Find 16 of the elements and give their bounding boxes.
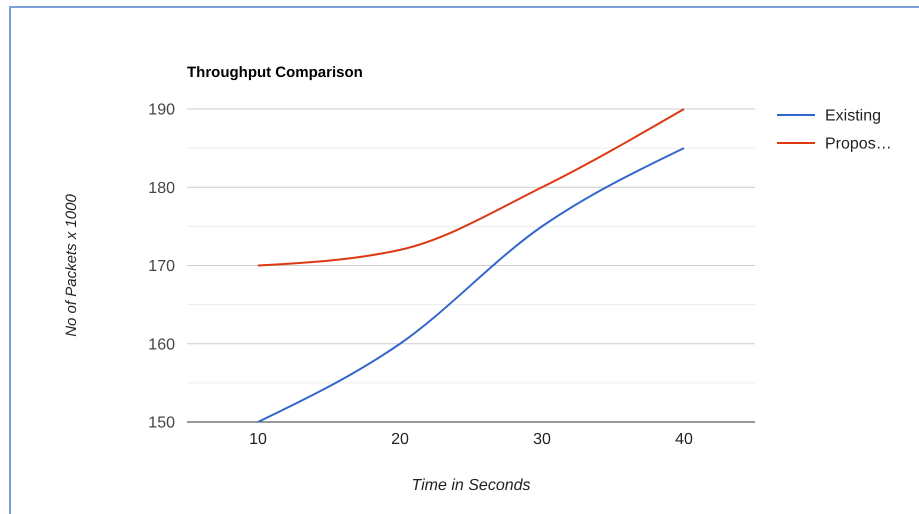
x-tick-label: 10 (249, 431, 267, 448)
legend-label: Propos… (825, 136, 892, 153)
y-axis-title: No of Packets x 1000 (63, 194, 80, 337)
chart-title: Throughput Comparison (187, 64, 363, 81)
line-series (257, 108, 685, 266)
x-tick-label: 30 (533, 431, 551, 448)
y-tick-label: 150 (148, 414, 176, 432)
line-series (257, 147, 685, 423)
y-tick-label: 190 (148, 102, 176, 119)
x-axis-title: Time in Seconds (411, 477, 531, 494)
y-tick-label: 160 (148, 336, 176, 354)
y-tick-label: 170 (148, 258, 176, 276)
x-tick-label: 40 (675, 431, 693, 448)
y-tick-label: 180 (148, 180, 176, 197)
legend-label: Existing (825, 108, 882, 125)
x-tick-label: 20 (391, 431, 409, 448)
